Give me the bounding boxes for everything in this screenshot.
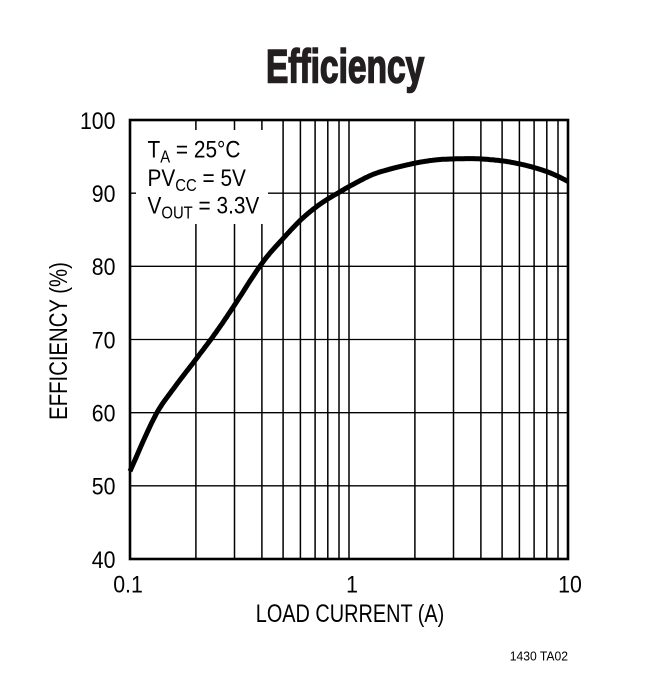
svg-text:60: 60 xyxy=(92,399,116,427)
svg-text:1: 1 xyxy=(346,570,358,598)
svg-text:0.1: 0.1 xyxy=(113,570,143,598)
svg-text:PVCC = 5V: PVCC = 5V xyxy=(148,163,247,195)
svg-text:50: 50 xyxy=(92,472,116,500)
svg-text:1430 TA02: 1430 TA02 xyxy=(510,649,568,663)
svg-text:90: 90 xyxy=(92,180,116,208)
svg-text:LOAD CURRENT (A): LOAD CURRENT (A) xyxy=(256,599,444,628)
svg-text:10: 10 xyxy=(558,570,582,598)
svg-text:80: 80 xyxy=(92,253,116,281)
svg-text:EFFICIENCY (%): EFFICIENCY (%) xyxy=(44,262,73,420)
svg-text:Efficiency: Efficiency xyxy=(266,40,424,93)
svg-text:40: 40 xyxy=(92,545,116,573)
svg-text:100: 100 xyxy=(80,106,116,134)
svg-text:70: 70 xyxy=(92,326,116,354)
